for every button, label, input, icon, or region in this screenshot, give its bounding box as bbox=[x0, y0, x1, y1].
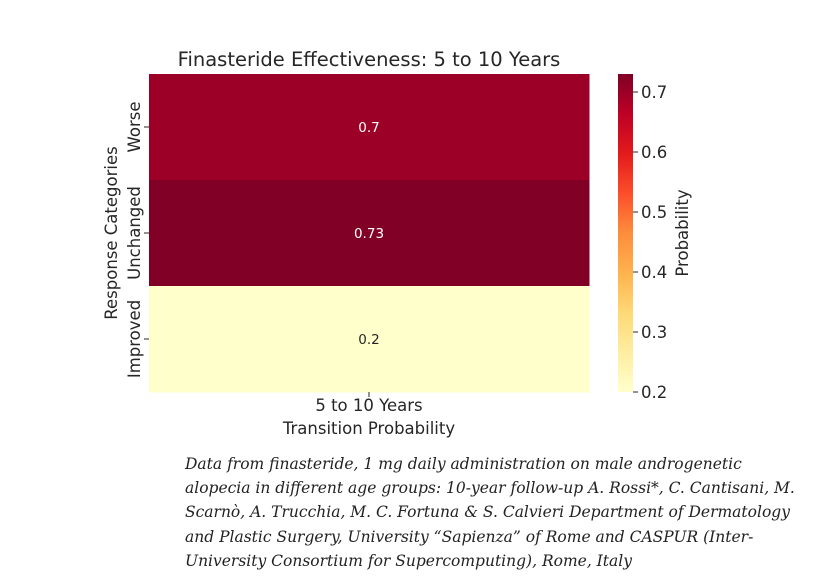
cell-value-label: 0.2 bbox=[358, 332, 379, 348]
colorbar-tick-label: 0.6 bbox=[641, 143, 667, 162]
x-tick-label: 5 to 10 Years bbox=[315, 396, 422, 415]
heatmap-chart: Finasteride Effectiveness: 5 to 10 Years… bbox=[102, 48, 692, 438]
heatmap-cell-improved bbox=[149, 286, 590, 393]
y-tick-label: Improved bbox=[125, 300, 144, 378]
y-tick-label: Unchanged bbox=[125, 186, 144, 280]
colorbar-tick-label: 0.4 bbox=[641, 263, 667, 282]
y-tick-label: Worse bbox=[125, 102, 144, 153]
colorbar-tick-label: 0.7 bbox=[641, 83, 667, 102]
heatmap-cell-unchanged bbox=[149, 180, 590, 287]
colorbar bbox=[618, 74, 633, 392]
x-axis-label: Transition Probability bbox=[282, 419, 455, 438]
source-caption: Data from finasteride, 1 mg daily admini… bbox=[185, 455, 795, 570]
colorbar-tick-label: 0.2 bbox=[641, 383, 667, 402]
chart-title: Finasteride Effectiveness: 5 to 10 Years bbox=[178, 48, 561, 71]
heatmap-cell-worse bbox=[149, 74, 590, 181]
y-axis-label: Response Categories bbox=[102, 146, 121, 319]
colorbar-tick-label: 0.5 bbox=[641, 203, 667, 222]
colorbar-tick-label: 0.3 bbox=[641, 323, 667, 342]
cell-value-label: 0.7 bbox=[358, 120, 379, 136]
colorbar-label: Probability bbox=[673, 189, 692, 276]
cell-value-label: 0.73 bbox=[354, 226, 384, 242]
